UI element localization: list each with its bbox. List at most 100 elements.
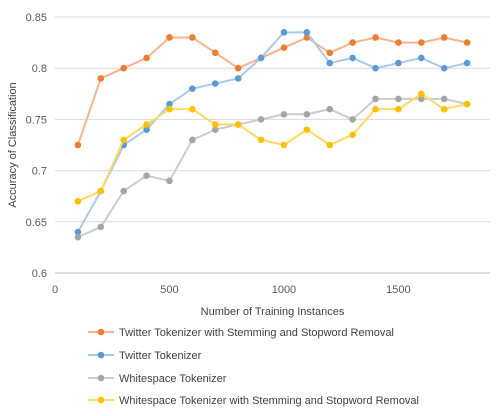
data-point: [280, 44, 288, 52]
data-point: [463, 59, 471, 67]
data-point: [440, 34, 448, 41]
series-line: [77, 92, 468, 203]
data-point: [372, 105, 379, 113]
legend-label: Twitter Tokenizer with Stemming and Stop…: [119, 327, 394, 339]
data-point: [74, 228, 82, 236]
data-point: [120, 64, 127, 72]
legend-marker: [97, 328, 105, 336]
data-point: [74, 233, 82, 241]
y-tick-label: 0.85: [26, 12, 47, 24]
data-point: [463, 100, 471, 108]
data-point: [326, 105, 334, 113]
y-tick-label: 0.75: [26, 114, 47, 126]
data-point: [395, 39, 402, 46]
data-point: [280, 110, 288, 118]
data-point: [372, 64, 379, 72]
data-point: [395, 95, 402, 103]
data-point: [166, 105, 173, 113]
data-point: [326, 49, 334, 57]
y-tick-label: 0.6: [32, 268, 47, 280]
data-point: [166, 177, 173, 185]
data-point: [463, 39, 471, 46]
data-point: [440, 64, 448, 72]
data-point: [189, 34, 196, 41]
data-point: [143, 54, 150, 62]
legend: Twitter Tokenizer with Stemming and Stop…: [88, 327, 419, 407]
data-point: [143, 126, 150, 133]
data-point: [74, 141, 82, 149]
data-point: [395, 105, 402, 113]
data-point: [166, 34, 173, 41]
data-point: [257, 54, 265, 62]
legend-item: Twitter Tokenizer with Stemming and Stop…: [88, 327, 394, 339]
legend-marker: [97, 396, 105, 404]
data-point: [211, 80, 219, 87]
data-point: [326, 59, 334, 67]
y-tick-labels: 0.6 0.65 0.7 0.75 0.8 0.85: [26, 12, 47, 280]
legend-label: Whitespace Tokenizer with Stemming and S…: [119, 395, 419, 407]
data-point: [349, 131, 356, 139]
series-3: [74, 95, 471, 241]
x-tick-label: 0: [52, 284, 58, 296]
data-point: [234, 64, 242, 72]
series-line: [77, 97, 468, 239]
data-point: [440, 105, 448, 113]
data-point: [418, 54, 425, 62]
legend-label: Whitespace Tokenizer: [119, 373, 227, 385]
data-point: [97, 187, 105, 195]
data-point: [234, 75, 242, 82]
series-4: [74, 90, 471, 205]
series-group: [74, 29, 471, 241]
y-axis-label: Accuracy of Classification: [7, 82, 19, 207]
legend-item: Whitespace Tokenizer: [88, 373, 227, 385]
y-tick-label: 0.8: [32, 63, 47, 75]
data-point: [143, 172, 150, 180]
gridlines: [55, 16, 490, 223]
y-tick-label: 0.7: [32, 166, 47, 178]
data-point: [303, 126, 311, 133]
y-tick-label: 0.65: [26, 217, 47, 229]
data-point: [440, 95, 448, 103]
data-point: [211, 49, 219, 57]
data-point: [189, 136, 196, 144]
data-point: [418, 95, 425, 103]
legend-item: Whitespace Tokenizer with Stemming and S…: [88, 395, 419, 407]
x-tick-label: 500: [160, 284, 178, 296]
legend-marker: [97, 374, 105, 382]
data-point: [189, 105, 196, 113]
data-point: [349, 116, 356, 123]
data-point: [97, 223, 105, 231]
data-point: [326, 141, 334, 149]
legend-label: Twitter Tokenizer: [119, 350, 202, 362]
data-point: [97, 75, 105, 82]
data-point: [280, 29, 288, 36]
legend-marker: [97, 351, 105, 359]
x-tick-label: 1000: [272, 284, 296, 296]
data-point: [211, 121, 219, 128]
data-point: [120, 136, 127, 144]
series-1: [74, 34, 471, 149]
x-tick-label: 1500: [386, 284, 410, 296]
data-point: [120, 187, 127, 195]
series-line: [76, 36, 468, 146]
data-point: [303, 29, 311, 36]
data-point: [372, 34, 379, 41]
x-axis-label: Number of Training Instances: [201, 306, 345, 318]
series-line: [77, 31, 468, 233]
data-point: [74, 198, 82, 205]
data-point: [211, 126, 219, 133]
data-point: [257, 116, 265, 123]
data-point: [143, 121, 150, 128]
data-point: [418, 90, 425, 98]
data-point: [395, 59, 402, 67]
data-point: [349, 54, 356, 62]
data-point: [166, 100, 173, 108]
data-point: [189, 85, 196, 92]
legend-item: Twitter Tokenizer: [88, 350, 202, 362]
data-point: [234, 121, 242, 128]
data-point: [349, 39, 356, 46]
data-point: [418, 39, 425, 46]
data-point: [257, 136, 265, 144]
